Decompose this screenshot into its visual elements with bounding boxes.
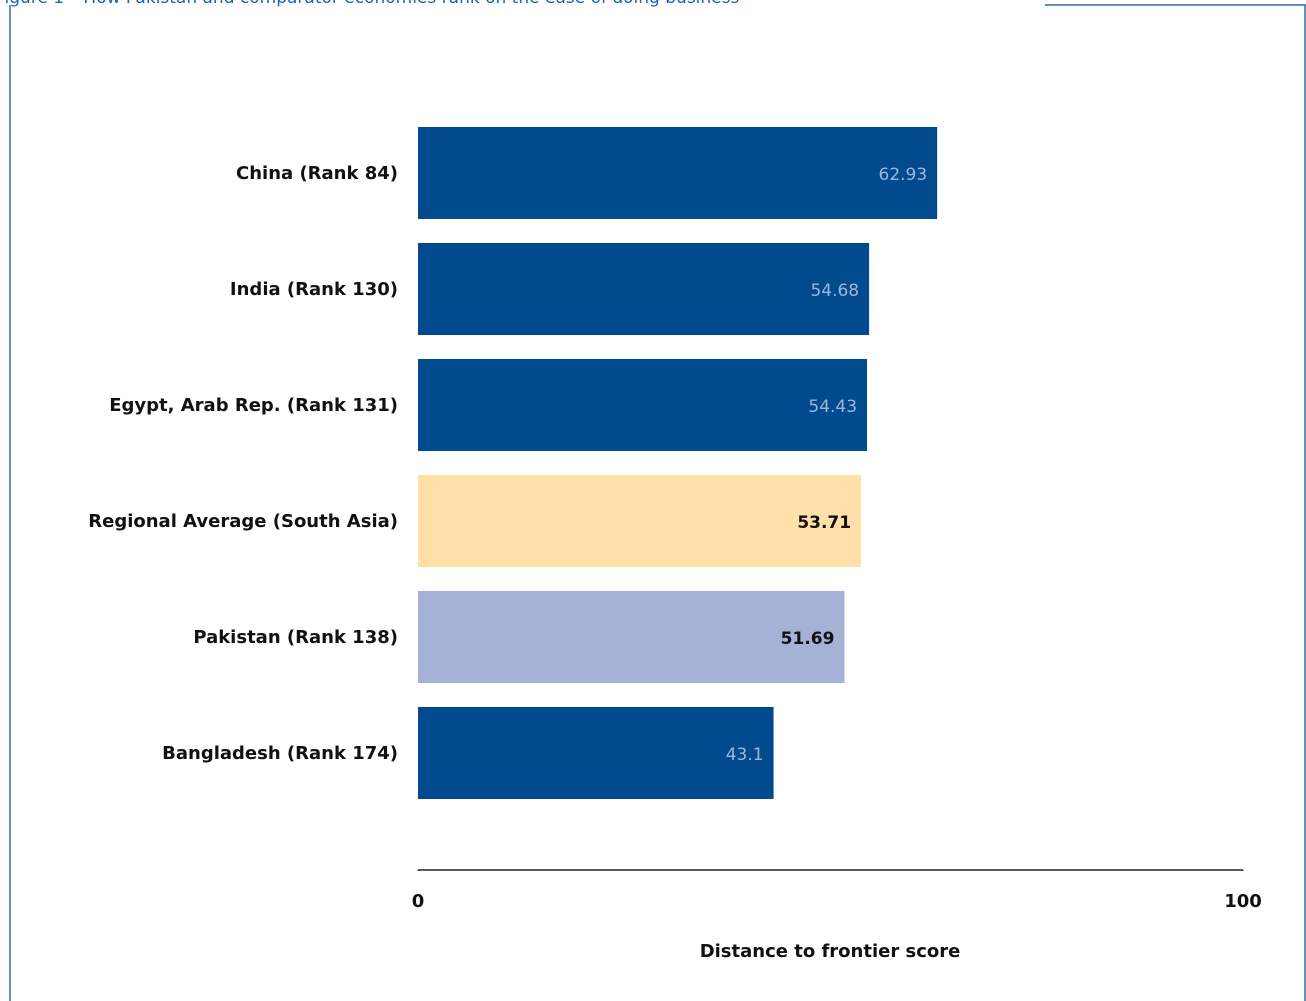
value-label: 54.68 — [810, 281, 859, 301]
bar — [418, 243, 870, 335]
y-tick-label: Bangladesh (Rank 174) — [162, 743, 398, 764]
y-tick-label: India (Rank 130) — [230, 279, 398, 300]
x-tick-label: 100 — [1224, 891, 1262, 912]
value-label: 62.93 — [879, 165, 928, 185]
value-label: 51.69 — [781, 629, 835, 649]
value-label: 53.71 — [797, 513, 851, 533]
y-tick-label: China (Rank 84) — [236, 163, 398, 184]
chart-title: Figure 1 – How Pakistan and comparator e… — [0, 0, 739, 8]
value-label: 54.43 — [808, 397, 857, 417]
x-axis-label: Distance to frontier score — [700, 941, 961, 962]
x-tick-label: 0 — [412, 891, 425, 912]
bar — [418, 707, 774, 799]
y-tick-label: Pakistan (Rank 138) — [193, 627, 398, 648]
bar — [418, 359, 868, 451]
bar — [418, 475, 862, 567]
y-tick-label: Regional Average (South Asia) — [88, 511, 398, 532]
bar — [418, 591, 845, 683]
value-label: 43.1 — [726, 745, 764, 765]
bar — [418, 127, 938, 219]
y-tick-label: Egypt, Arab Rep. (Rank 131) — [109, 395, 398, 416]
